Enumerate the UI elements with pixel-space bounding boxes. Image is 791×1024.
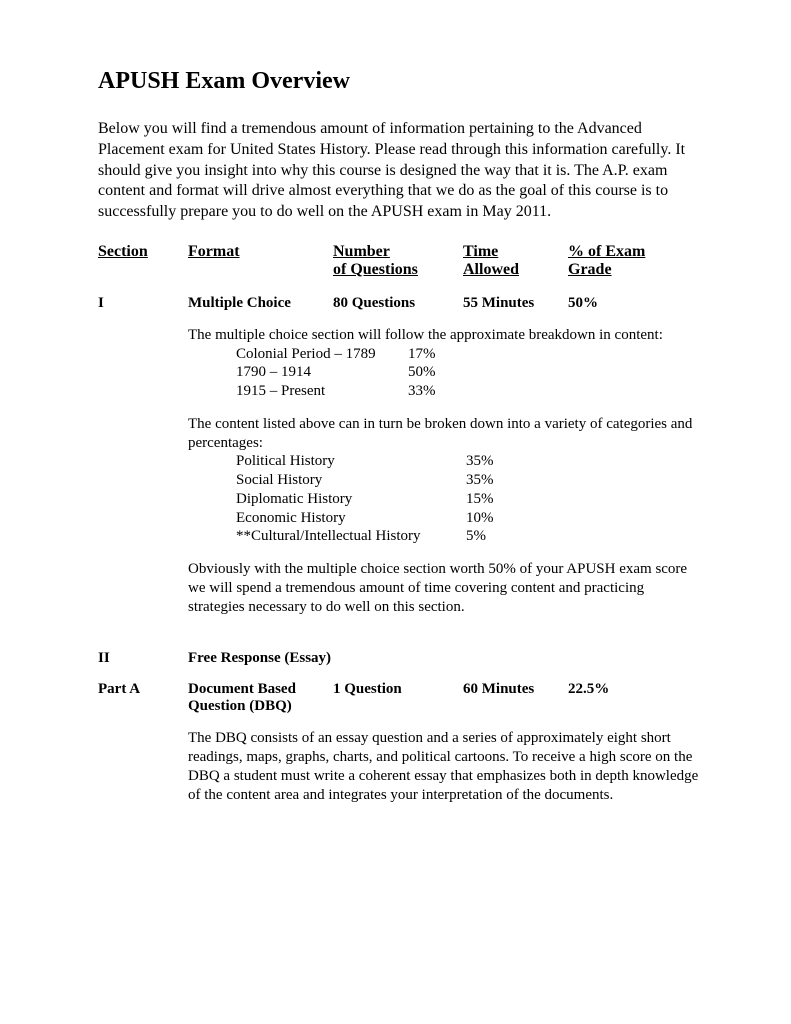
categories-block: The content listed above can in turn be … <box>188 415 701 546</box>
header-section: Section <box>98 243 148 260</box>
section1-row: I Multiple Choice 80 Questions 55 Minute… <box>98 295 701 312</box>
partA-number: 1 Question <box>333 681 463 698</box>
category-row: Economic History 10% <box>236 509 701 528</box>
partA-format-l2: Question (DBQ) <box>188 698 333 715</box>
header-number-l1: Number <box>333 243 463 261</box>
category-value: 35% <box>466 471 494 490</box>
header-percent-l2: Grade <box>568 261 688 279</box>
header-number-l2: of Questions <box>333 261 463 279</box>
category-value: 15% <box>466 490 494 509</box>
category-row: Social History 35% <box>236 471 701 490</box>
breakdown-label: Colonial Period – 1789 <box>236 345 408 364</box>
section1-format: Multiple Choice <box>188 295 333 312</box>
partA-row: Part A Document Based Question (DBQ) 1 Q… <box>98 681 701 715</box>
section2-id: II <box>98 650 188 667</box>
spacer <box>98 630 701 650</box>
category-label: Political History <box>236 452 466 471</box>
category-value: 10% <box>466 509 494 528</box>
category-label: Social History <box>236 471 466 490</box>
header-time-l2: Allowed <box>463 261 568 279</box>
category-label: Economic History <box>236 509 466 528</box>
section2-row: II Free Response (Essay) <box>98 650 701 667</box>
breakdown-value: 50% <box>408 363 436 382</box>
category-label: **Cultural/Intellectual History <box>236 527 466 546</box>
section1-number: 80 Questions <box>333 295 463 312</box>
header-time-l1: Time <box>463 243 568 261</box>
category-row: **Cultural/Intellectual History 5% <box>236 527 701 546</box>
section1-id: I <box>98 295 188 312</box>
breakdown-block: The multiple choice section will follow … <box>188 326 701 401</box>
header-percent-l1: % of Exam <box>568 243 688 261</box>
document-page: APUSH Exam Overview Below you will find … <box>0 0 791 804</box>
section1-time: 55 Minutes <box>463 295 568 312</box>
partA-id: Part A <box>98 681 188 698</box>
intro-paragraph: Below you will find a tremendous amount … <box>98 119 701 223</box>
table-header-row: Section Format Number of Questions Time … <box>98 243 701 279</box>
section1-percent: 50% <box>568 295 688 312</box>
breakdown-label: 1915 – Present <box>236 382 408 401</box>
breakdown-value: 33% <box>408 382 436 401</box>
category-row: Diplomatic History 15% <box>236 490 701 509</box>
breakdown-row: 1915 – Present 33% <box>236 382 701 401</box>
breakdown-value: 17% <box>408 345 436 364</box>
dbq-note: The DBQ consists of an essay question an… <box>188 729 701 804</box>
header-format: Format <box>188 243 240 260</box>
section2-format: Free Response (Essay) <box>188 650 331 667</box>
categories-intro: The content listed above can in turn be … <box>188 415 701 453</box>
partA-percent: 22.5% <box>568 681 688 698</box>
category-row: Political History 35% <box>236 452 701 471</box>
breakdown-row: Colonial Period – 1789 17% <box>236 345 701 364</box>
breakdown-row: 1790 – 1914 50% <box>236 363 701 382</box>
partA-time: 60 Minutes <box>463 681 568 698</box>
mc-note: Obviously with the multiple choice secti… <box>188 560 701 616</box>
page-title: APUSH Exam Overview <box>98 68 701 95</box>
category-label: Diplomatic History <box>236 490 466 509</box>
category-value: 35% <box>466 452 494 471</box>
breakdown-intro: The multiple choice section will follow … <box>188 326 701 345</box>
partA-format-l1: Document Based <box>188 681 333 698</box>
breakdown-label: 1790 – 1914 <box>236 363 408 382</box>
category-value: 5% <box>466 527 486 546</box>
